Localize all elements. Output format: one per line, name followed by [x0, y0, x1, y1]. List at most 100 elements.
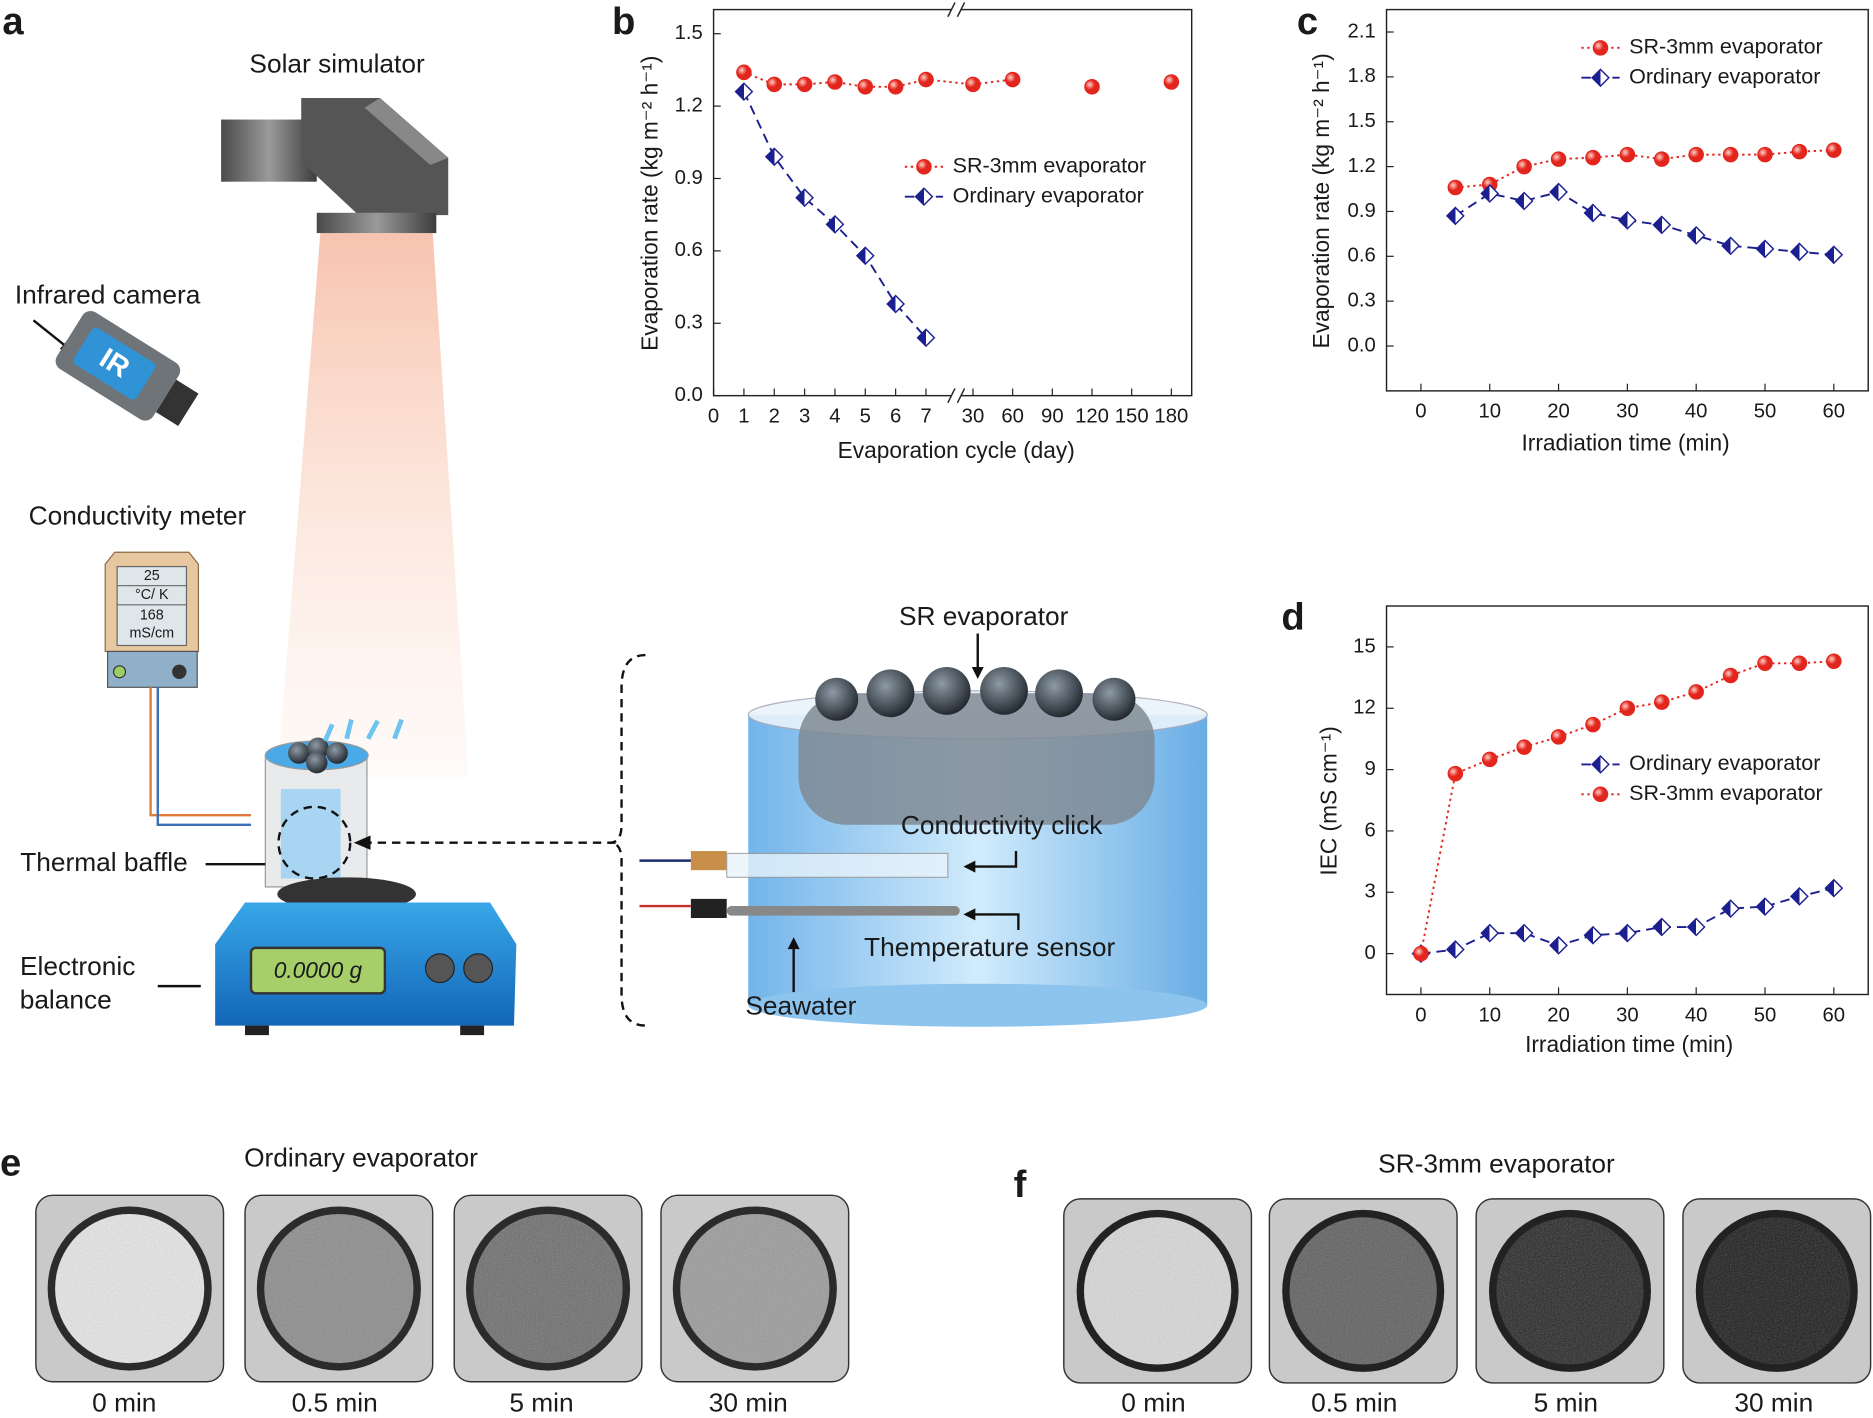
electronic-balance	[215, 877, 517, 1036]
series-line	[1420, 887, 1835, 955]
y-tick-label: 2.1	[1348, 20, 1376, 42]
data-point	[796, 76, 813, 93]
diagram-label: Thermal baffle	[20, 847, 188, 877]
data-point	[1516, 158, 1532, 175]
data-point	[1617, 211, 1637, 230]
axis-break	[956, 388, 966, 404]
data-point	[1583, 925, 1603, 945]
setup-diagram: Solar simulator Infrared camera IR Condu…	[15, 49, 1208, 1036]
x-tick-label: 90	[1041, 406, 1064, 428]
y-tick-label: 0.0	[675, 384, 703, 406]
sample-texture	[1703, 1217, 1851, 1365]
y-tick-label: 6	[1364, 819, 1375, 841]
data-point	[1722, 146, 1739, 163]
panel-label: c	[1297, 0, 1318, 43]
beaker	[264, 718, 616, 888]
photo-time-label: 5 min	[509, 1387, 573, 1417]
x-tick-label: 4	[829, 406, 840, 428]
y-tick-label: 1.2	[1348, 155, 1376, 177]
diagram-label: Solar simulator	[249, 49, 425, 79]
conductivity-meter-part	[112, 665, 127, 679]
x-tick-label: 40	[1685, 401, 1708, 423]
meter-screen: 25	[144, 568, 160, 584]
x-tick-label: 1	[738, 406, 749, 428]
x-tick-label: 7	[920, 406, 931, 428]
inset-beaker-part	[798, 693, 1155, 825]
data-point	[1480, 184, 1500, 203]
data-point	[1688, 146, 1704, 163]
diagram-label: SR evaporator	[899, 601, 1069, 631]
inset-beaker-part	[970, 851, 1018, 868]
panel-label: d	[1281, 595, 1304, 638]
inset-beaker-part	[866, 669, 915, 718]
inset-beaker-part	[748, 983, 1208, 1027]
solar-simulator-part	[364, 98, 449, 165]
data-point	[1585, 716, 1601, 733]
diagram-label: Seawater	[745, 991, 856, 1021]
data-point	[1550, 729, 1567, 745]
inset-beaker	[639, 633, 1208, 1027]
beaker-part	[326, 742, 348, 764]
inset-beaker-part	[970, 913, 1020, 930]
x-tick-label: 50	[1754, 1004, 1777, 1026]
line-chart: 0 10 20 30 40 50 60 0 3 6 9 12 15 Irradiation time (m…	[1315, 605, 1869, 1057]
data-point	[916, 328, 936, 348]
x-tick-label: 20	[1547, 1004, 1570, 1026]
y-tick-label: 0.3	[1348, 290, 1376, 312]
photo-time-label: 30 min	[709, 1387, 788, 1417]
conductivity-meter	[104, 551, 252, 826]
diagram-label: balance	[20, 985, 112, 1015]
x-tick-label: 0	[708, 406, 719, 428]
conductivity-meter-part	[116, 565, 188, 647]
data-point	[1413, 945, 1429, 962]
data-point	[1583, 203, 1603, 223]
photo-panels: Ordinary evaporator 0 min 0.5 min 5 min 30 m…	[35, 1142, 1872, 1417]
inset-beaker-part	[963, 860, 976, 873]
y-tick-label: 3	[1364, 881, 1375, 903]
data-point	[1084, 79, 1100, 95]
meter-screen: mS/cm	[130, 625, 175, 641]
charts: 0 1 2 3 4 5 6 7 30 60 90 120 150 1800.00.30.60.91.21.…	[636, 2, 1869, 1057]
panel-label: b	[612, 0, 635, 43]
inset-beaker-part	[726, 906, 960, 916]
inset-beaker-part	[980, 666, 1028, 715]
data-point	[1654, 694, 1670, 710]
photo-time-label: 0.5 min	[292, 1387, 378, 1417]
photo-time-label: 0.5 min	[1311, 1387, 1397, 1417]
data-point	[887, 79, 904, 95]
data-point	[886, 294, 906, 314]
photo-time-label: 5 min	[1534, 1387, 1598, 1417]
x-tick-label: 60	[1823, 1004, 1846, 1026]
infrared-camera: IR	[55, 310, 199, 427]
data-point	[1585, 149, 1601, 166]
plot-frame	[1385, 605, 1869, 996]
legend-label: SR-3mm evaporator	[1629, 35, 1823, 59]
x-tick-label: 150	[1115, 406, 1149, 428]
x-tick-label: 30	[1616, 1004, 1639, 1026]
electronic-balance-part	[249, 946, 387, 995]
sample-texture	[55, 1213, 205, 1364]
data-point	[1617, 923, 1637, 943]
x-tick-label: 180	[1154, 406, 1188, 428]
x-tick-label: 0	[1415, 1004, 1426, 1026]
y-tick-label: 0.6	[675, 239, 703, 261]
y-tick-label: 0.9	[675, 167, 703, 189]
axis-break	[947, 388, 956, 404]
legend-marker	[1591, 68, 1610, 88]
data-point	[1686, 917, 1706, 937]
beaker-part	[305, 751, 328, 774]
axis-break	[947, 2, 956, 18]
x-tick-label: 30	[1616, 401, 1639, 423]
inset-beaker-part	[690, 851, 727, 871]
data-point	[1826, 142, 1842, 158]
light-beam	[277, 233, 469, 777]
x-tick-label: 5	[860, 406, 871, 428]
diagram-label: Conductivity click	[901, 810, 1103, 840]
y-axis-label: IEC (mS cm⁻¹)	[1315, 726, 1341, 875]
inset-beaker-part	[726, 852, 949, 878]
brace	[609, 653, 646, 1027]
axis-break	[956, 2, 966, 18]
data-point	[1549, 182, 1568, 202]
sample-texture	[1496, 1217, 1644, 1365]
